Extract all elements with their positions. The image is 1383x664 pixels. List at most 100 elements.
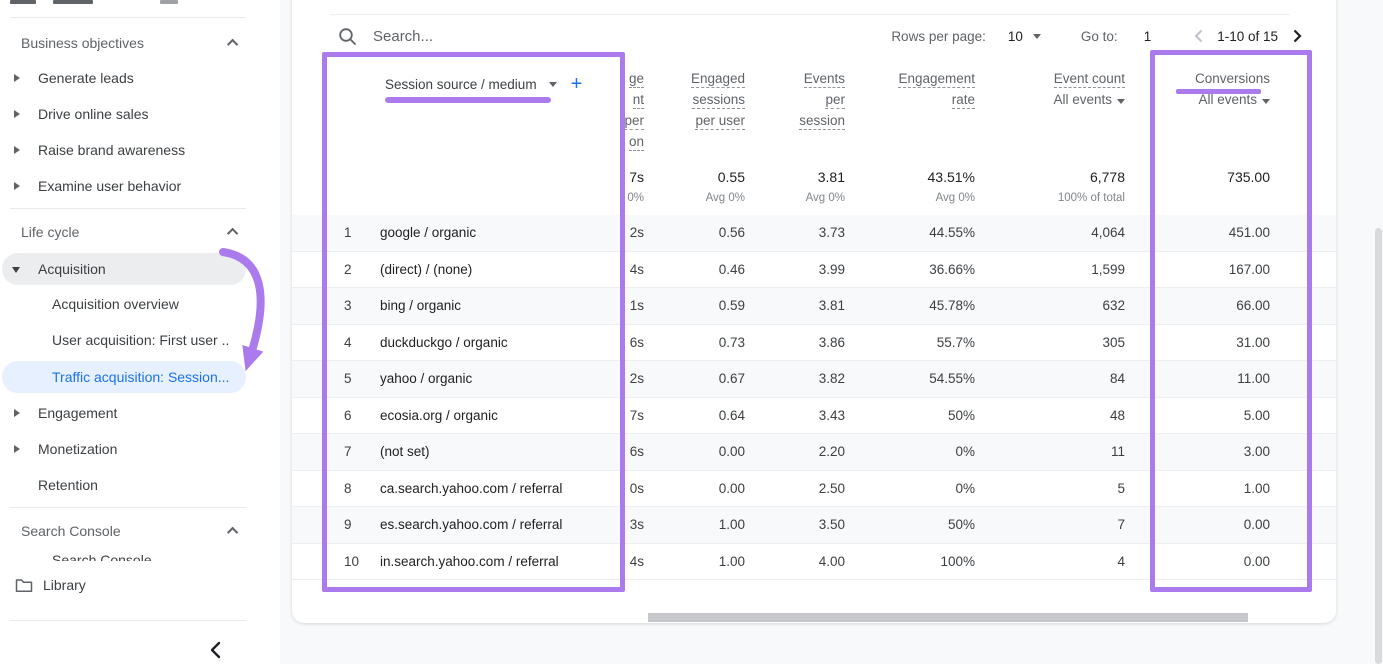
table-row: 2 (direct) / (none) 4s 0.46 3.99 36.66% … bbox=[292, 251, 1336, 288]
cell-conversions: 451.00 bbox=[1228, 225, 1270, 241]
sidebar-item-search-console-partial[interactable]: Search Console bbox=[52, 552, 152, 561]
cell-session-source-medium: yahoo / organic bbox=[380, 371, 473, 387]
table-row: 9 es.search.yahoo.com / referral 3s 1.00… bbox=[292, 507, 1336, 544]
chevron-down-icon bbox=[1262, 99, 1270, 104]
pagination-controls: Rows per page: 10 Go to: 1 1-10 of 15 bbox=[891, 20, 1308, 52]
cell-events-per-session: 3.99 bbox=[818, 261, 845, 277]
cell-engagement-rate: 50% bbox=[947, 407, 975, 423]
cell-event-count: 7 bbox=[1117, 517, 1125, 533]
cell-engagement-rate: 45.78% bbox=[929, 298, 975, 314]
search-input[interactable] bbox=[373, 27, 613, 45]
table-row: 5 yahoo / organic 2s 0.67 3.82 54.55% 84… bbox=[292, 361, 1336, 398]
cell-engagement-rate: 0% bbox=[955, 480, 975, 496]
cell-row-number: 3 bbox=[344, 298, 352, 314]
column-header-conversions[interactable]: Conversions All events bbox=[1125, 68, 1270, 110]
cell-avg-engagement-time-partial: 7s bbox=[629, 407, 644, 423]
total-avg-engagement-time: 7s 0% bbox=[627, 169, 644, 204]
sidebar-item-drive-online-sales[interactable]: Drive online sales bbox=[0, 98, 280, 130]
previous-page-button[interactable] bbox=[1187, 25, 1209, 47]
cell-session-source-medium: (not set) bbox=[380, 444, 430, 460]
next-page-button[interactable] bbox=[1286, 25, 1308, 47]
cell-conversions: 0.00 bbox=[1243, 517, 1270, 533]
table-row: 10 in.search.yahoo.com / referral 4s 1.0… bbox=[292, 543, 1336, 580]
table-toolbar: Rows per page: 10 Go to: 1 1-10 of 15 bbox=[292, 20, 1336, 52]
column-header-event-count[interactable]: Event count All events bbox=[975, 68, 1125, 110]
vertical-scrollbar[interactable] bbox=[1375, 228, 1382, 664]
cell-session-source-medium: es.search.yahoo.com / referral bbox=[380, 517, 563, 533]
table-body: 1 google / organic 2s 0.56 3.73 44.55% 4… bbox=[292, 215, 1336, 580]
sidebar-item-generate-leads[interactable]: Generate leads bbox=[0, 62, 280, 94]
caret-down-icon bbox=[12, 267, 20, 273]
event-count-filter[interactable]: All events bbox=[975, 89, 1125, 110]
conversions-filter[interactable]: All events bbox=[1125, 89, 1270, 110]
section-life-cycle[interactable]: Life cycle bbox=[0, 216, 280, 248]
sidebar-item-library[interactable]: Library bbox=[0, 571, 280, 599]
sidebar-item-user-acquisition[interactable]: User acquisition: First user .. bbox=[52, 332, 230, 348]
cell-row-number: 2 bbox=[344, 261, 352, 277]
cell-session-source-medium: in.search.yahoo.com / referral bbox=[380, 553, 559, 569]
column-header-engaged-sessions-per-user[interactable]: Engaged sessions per user bbox=[690, 71, 745, 130]
rows-per-page-value[interactable]: 10 bbox=[1007, 28, 1023, 44]
cell-row-number: 5 bbox=[344, 371, 352, 387]
table-row: 3 bing / organic 1s 0.59 3.81 45.78% 632… bbox=[292, 288, 1336, 325]
table-row: 1 google / organic 2s 0.56 3.73 44.55% 4… bbox=[292, 215, 1336, 252]
total-events-per-session: 3.81 Avg 0% bbox=[805, 169, 845, 204]
table-row: 7 (not set) 6s 0.00 2.20 0% 11 3.00 bbox=[292, 434, 1336, 471]
sidebar-item-engagement[interactable]: Engagement bbox=[0, 397, 280, 429]
column-header-engagement-rate[interactable]: Engagement rate bbox=[898, 71, 975, 109]
total-event-count: 6,778 100% of total bbox=[1057, 169, 1125, 204]
cell-conversions: 31.00 bbox=[1236, 334, 1270, 350]
clipped-item-fragment bbox=[53, 0, 93, 4]
cell-engaged-sessions-per-user: 0.00 bbox=[718, 444, 745, 460]
caret-right-icon bbox=[14, 74, 20, 82]
cell-engaged-sessions-per-user: 0.00 bbox=[718, 480, 745, 496]
cell-event-count: 1,599 bbox=[1091, 261, 1125, 277]
cell-events-per-session: 2.50 bbox=[818, 480, 845, 496]
collapse-sidebar-button[interactable] bbox=[209, 641, 223, 659]
chevron-down-icon[interactable] bbox=[1032, 33, 1041, 39]
add-dimension-button[interactable]: + bbox=[570, 73, 583, 95]
cell-conversions: 3.00 bbox=[1243, 444, 1270, 460]
sidebar-item-monetization[interactable]: Monetization bbox=[0, 433, 280, 465]
cell-events-per-session: 3.82 bbox=[818, 371, 845, 387]
cell-engaged-sessions-per-user: 0.59 bbox=[718, 298, 745, 314]
horizontal-scrollbar[interactable] bbox=[648, 613, 1248, 622]
go-to-input[interactable]: 1 bbox=[1143, 28, 1152, 44]
chevron-down-icon[interactable] bbox=[548, 81, 557, 87]
column-header-avg-engagement-time-partial[interactable]: ge nt per on bbox=[624, 71, 644, 151]
cell-event-count: 11 bbox=[1110, 444, 1125, 460]
cell-row-number: 1 bbox=[344, 225, 352, 241]
clipped-item-fragment bbox=[10, 0, 36, 4]
section-title: Life cycle bbox=[21, 224, 80, 240]
sidebar-item-acquisition-overview[interactable]: Acquisition overview bbox=[52, 296, 179, 312]
column-header-session-source-medium[interactable]: Session source / medium + bbox=[385, 73, 583, 95]
column-header-events-per-session[interactable]: Events per session bbox=[799, 71, 845, 130]
cell-conversions: 66.00 bbox=[1236, 298, 1270, 314]
cell-row-number: 8 bbox=[344, 480, 352, 496]
chevron-up-icon bbox=[226, 526, 239, 539]
sidebar-item-raise-brand-awareness[interactable]: Raise brand awareness bbox=[0, 134, 280, 166]
cell-engagement-rate: 55.7% bbox=[936, 334, 975, 350]
table-search bbox=[338, 20, 613, 52]
cell-avg-engagement-time-partial: 4s bbox=[629, 261, 644, 277]
sidebar-item-acquisition[interactable]: Acquisition bbox=[0, 253, 280, 285]
cell-row-number: 4 bbox=[344, 334, 352, 350]
sidebar-item-traffic-acquisition[interactable]: Traffic acquisition: Session... bbox=[52, 369, 230, 385]
sidebar-divider bbox=[10, 620, 246, 621]
cell-avg-engagement-time-partial: 3s bbox=[629, 517, 644, 533]
sidebar-item-examine-user-behavior[interactable]: Examine user behavior bbox=[0, 170, 280, 202]
sidebar-item-retention[interactable]: Retention bbox=[38, 477, 98, 493]
cell-engagement-rate: 50% bbox=[947, 517, 975, 533]
caret-right-icon bbox=[14, 182, 20, 190]
totals-row: 7s 0% 0.55 Avg 0% 3.81 Avg 0% 43.51% Avg… bbox=[292, 166, 1336, 215]
chevron-right-icon bbox=[1293, 29, 1302, 43]
cell-engaged-sessions-per-user: 0.67 bbox=[718, 371, 745, 387]
reports-sidebar: Business objectives Generate leads Drive… bbox=[0, 0, 280, 664]
report-table-card: Rows per page: 10 Go to: 1 1-10 of 15 bbox=[292, 0, 1336, 623]
cell-conversions: 0.00 bbox=[1243, 553, 1270, 569]
section-business-objectives[interactable]: Business objectives bbox=[0, 27, 280, 59]
chevron-left-icon bbox=[1194, 29, 1202, 43]
section-search-console[interactable]: Search Console bbox=[0, 515, 280, 547]
cell-events-per-session: 3.86 bbox=[818, 334, 845, 350]
